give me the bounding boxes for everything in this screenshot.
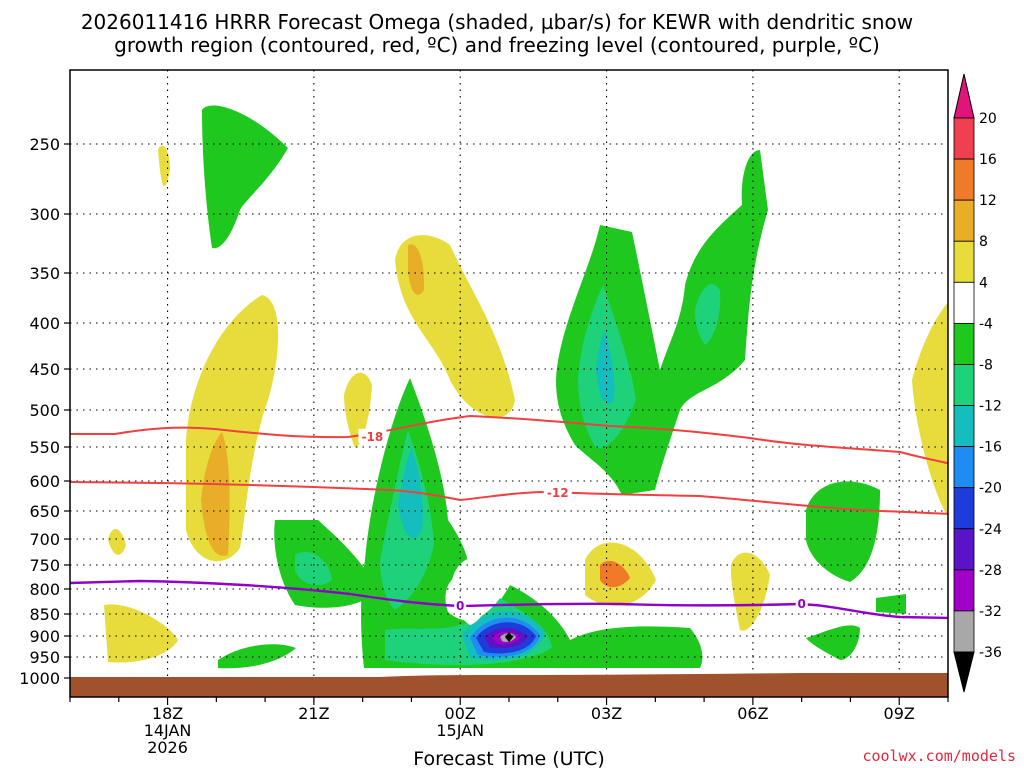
colorbar-swatch [953,240,975,283]
omega-fill-green [876,594,906,614]
colorbar-label: 4 [979,275,988,291]
omega-fill-orange [600,560,630,588]
contour-line-minus18 [70,414,948,465]
y-tick-label: 950 [29,648,60,667]
omega-fill-green [295,551,332,586]
omega-fill-cyan [398,448,423,538]
x-tick-label: 21Z [298,704,329,723]
colorbar-label: -28 [979,563,1002,579]
contour-label: -18 [362,430,384,444]
y-tick-label: 900 [29,627,60,646]
omega-fill-green [806,481,880,582]
y-tick-label: 600 [29,472,60,491]
chart-title-line1: 2026011416 HRRR Forecast Omega (shaded, … [81,10,913,34]
contour-label-bg [543,484,572,499]
omega-fill-green [806,625,860,660]
omega-fill-green [218,644,296,669]
y-tick-label: 450 [29,360,60,379]
colorbar-swatch [953,199,975,242]
x-tick-label: 09Z [884,704,915,723]
y-tick-label: 500 [29,401,60,420]
colorbar-swatch [953,487,975,530]
contour-line-minus12 [70,481,948,515]
colorbar-label: 16 [979,152,997,168]
y-tick-label: 700 [29,530,60,549]
x-tick-label: 00Z [445,704,476,723]
terrain-fill [70,672,948,697]
colorbar-swatch [953,117,975,160]
y-tick-label: 750 [29,556,60,575]
colorbar-swatch [953,446,975,489]
omega-fill-green [274,520,378,608]
x-tick-sublabel: 15JAN [436,721,484,740]
y-tick-label: 550 [29,438,60,457]
colorbar-swatch [953,158,975,201]
colorbar-label: -4 [979,316,993,332]
y-tick-label: 250 [29,135,60,154]
credit-text: coolwx.com/models [862,747,1016,765]
y-tick-label: 650 [29,502,60,521]
contour-label-bg [358,428,387,443]
contour-labels: -18 -12 0 0 [358,428,808,613]
omega-fill-yellow [108,529,126,555]
colorbar-bottom-arrow [953,651,975,693]
x-tick-sublabel: 14JAN [144,721,192,740]
colorbar-label: -24 [979,522,1002,538]
y-tick-label: 350 [29,264,60,283]
x-tick-label: 06Z [737,704,768,723]
y-tick-label: 400 [29,314,60,333]
omega-fill-yellow [730,552,770,631]
contour-label: 0 [797,597,805,611]
colorbar-swatch [953,610,975,653]
colorbar-label: -20 [979,481,1002,497]
x-axis-title: Forecast Time (UTC) [413,748,604,768]
plot-area: -18 -12 0 0 [70,70,948,697]
colorbar-label: 12 [979,193,997,209]
contour-label-bg [454,598,467,612]
omega-fill-teal [695,283,721,345]
y-tick-label: 1000 [19,669,60,688]
colorbar-label: -36 [979,645,1002,661]
omega-fill-yellow [201,432,230,556]
y-axis: 250 300 350 400 450 500 550 600 650 700 750 800 850 9… [19,135,70,688]
x-tick-label: 18Z [152,704,183,723]
y-tick-label: 300 [29,205,60,224]
colorbar-label: -32 [979,604,1002,620]
x-tick-sublabel: 2026 [147,738,188,757]
colorbar-label: -16 [979,440,1002,456]
colorbar-swatch [953,281,975,324]
omega-fill-yellow [408,244,425,295]
omega-fill-yellow [158,145,170,187]
colorbar-swatch [953,322,975,365]
x-tick-label: 03Z [591,704,622,723]
colorbar-swatch [953,528,975,571]
y-tick-label: 850 [29,605,60,624]
colorbar-swatch [953,405,975,448]
vertical-gridlines [167,70,900,697]
colorbar-label: 8 [979,234,988,250]
colorbar-swatch [953,364,975,406]
omega-fill-yellow [912,302,948,517]
colorbar-label: 20 [979,111,997,127]
contour-label: 0 [456,599,464,613]
colorbar-label: -8 [979,357,993,373]
omega-fill-cyan [596,330,615,404]
chart-title-line2: growth region (contoured, red, ºC) and f… [114,33,880,57]
omega-fill-yellow [395,235,515,418]
omega-fill-black [505,632,513,642]
colorbar-top-arrow [953,73,975,119]
contour-label-bg [795,596,808,610]
y-tick-label: 800 [29,580,60,599]
colorbar: 20 16 12 8 4 -4 -8 -12 -16 -20 -24 -28 -32 -36 [953,73,1002,693]
contour-label: -12 [547,486,569,500]
colorbar-swatch [953,569,975,612]
omega-fill-yellow [104,604,178,663]
colorbar-label: -12 [979,399,1002,415]
omega-fill-green [202,105,288,249]
